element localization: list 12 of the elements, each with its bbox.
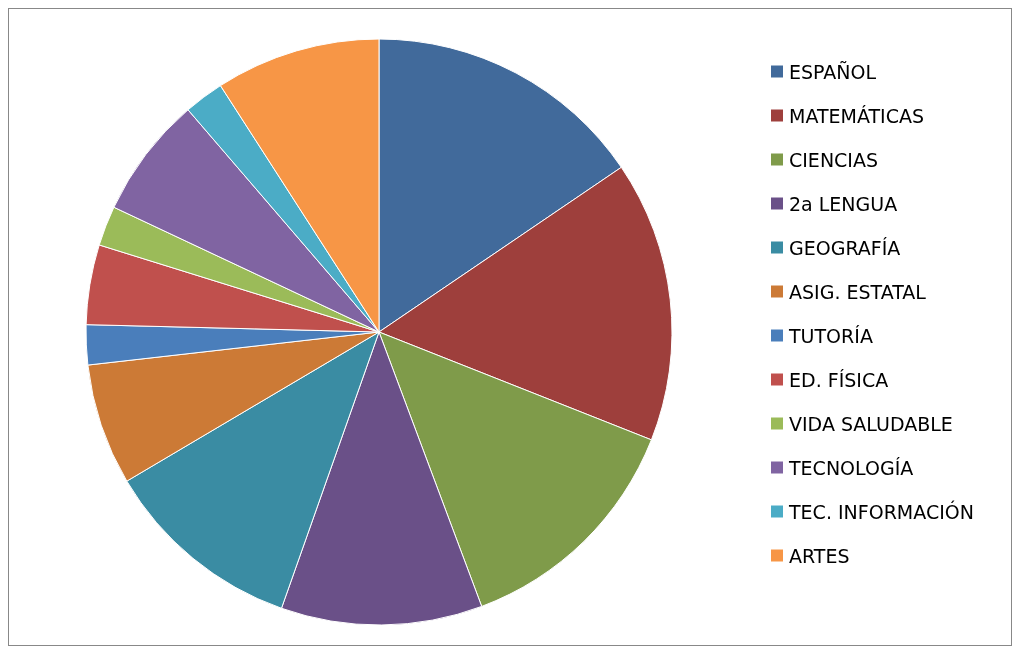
legend-label: TEC. INFORMACIÓN bbox=[788, 499, 974, 523]
legend-label: ASIG. ESTATAL bbox=[789, 280, 927, 303]
legend-label: ED. FÍSICA bbox=[789, 368, 889, 391]
legend-label: TECNOLOGÍA bbox=[788, 456, 914, 479]
legend-label: ESPAÑOL bbox=[789, 60, 877, 83]
legend-label: VIDA SALUDABLE bbox=[789, 412, 953, 435]
legend-label: ARTES bbox=[789, 544, 850, 567]
legend-label: 2a LENGUA bbox=[789, 192, 898, 215]
legend-label: CIENCIAS bbox=[789, 148, 879, 171]
legend-label: GEOGRAFÍA bbox=[789, 236, 901, 259]
legend-label: MATEMÁTICAS bbox=[789, 104, 924, 127]
legend-label: TUTORÍA bbox=[788, 324, 873, 347]
